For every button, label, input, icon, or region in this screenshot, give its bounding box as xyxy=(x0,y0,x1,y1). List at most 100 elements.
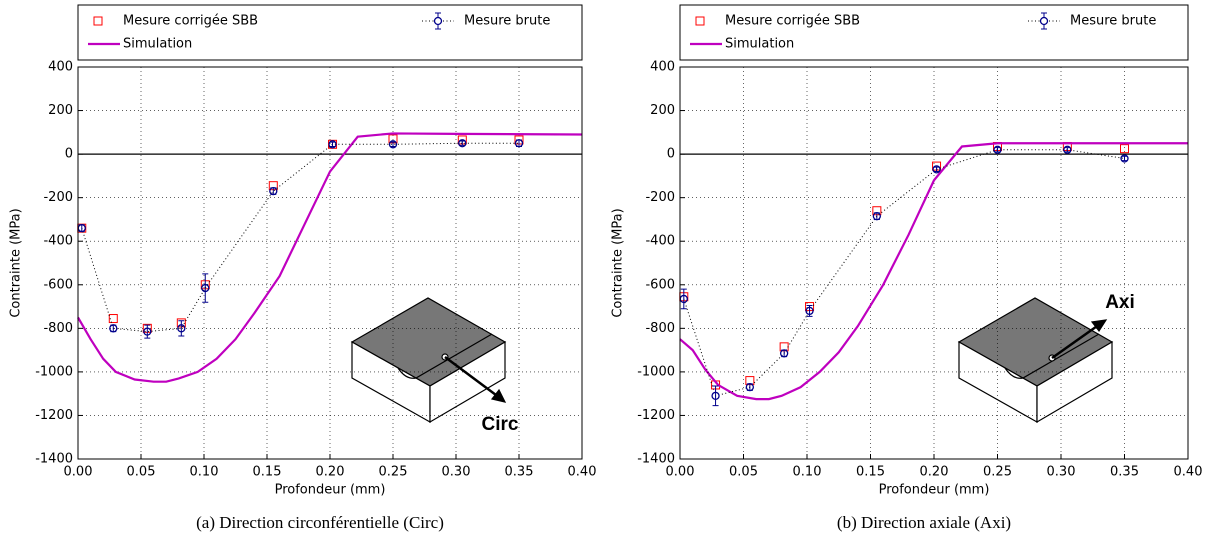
error-bar xyxy=(994,147,1001,153)
x-axis-label: Profondeur (mm) xyxy=(275,483,386,498)
marker xyxy=(1120,154,1129,163)
x-tick-label: 0.00 xyxy=(64,465,93,480)
series-line xyxy=(683,149,1125,397)
specimen-sketch xyxy=(957,297,1114,424)
series-line xyxy=(679,142,1188,401)
x-tick-label: 0.20 xyxy=(920,465,949,480)
x-tick-label: 0.25 xyxy=(983,465,1012,480)
marker xyxy=(1063,145,1072,154)
y-tick-label: 0 xyxy=(667,147,675,162)
legend-swatch xyxy=(1039,16,1049,26)
x-tick-label: 0.10 xyxy=(190,465,219,480)
marker xyxy=(805,306,814,316)
legend-label: Mesure corrigée SBB xyxy=(123,14,258,29)
chart: -1400 -1200 -1000 -800 -600 -400 -200 0 200 400 0.… xyxy=(611,4,1203,532)
y-tick-label: -800 xyxy=(645,321,675,336)
y-axis-label: Contrainte (MPa) xyxy=(9,208,24,317)
error-bar xyxy=(933,166,940,173)
x-tick-label: 0.30 xyxy=(442,465,471,480)
y-tick-label: -1000 xyxy=(35,364,73,379)
y-tick-label: -1400 xyxy=(35,452,73,467)
x-tick-label: 0.15 xyxy=(856,465,885,480)
y-tick-label: -200 xyxy=(645,190,675,205)
y-tick-label: -400 xyxy=(645,234,675,249)
error-bar xyxy=(202,273,209,303)
legend-label: Mesure corrigée SBB xyxy=(725,14,860,29)
x-tick-label: 0.05 xyxy=(127,465,156,480)
y-tick-label: 200 xyxy=(48,103,73,118)
x-tick-label: 0.20 xyxy=(316,465,345,480)
marker xyxy=(872,212,881,221)
x-tick-label: 0.35 xyxy=(1110,465,1139,480)
legend-box xyxy=(679,4,1189,61)
y-tick-label: -1200 xyxy=(35,408,73,423)
legend-label: Simulation xyxy=(725,37,794,52)
series-line xyxy=(77,132,583,383)
caption: (a) Direction circonférentielle (Circ) xyxy=(196,513,444,532)
y-tick-label: 400 xyxy=(48,60,73,75)
x-tick-label: 0.40 xyxy=(1174,465,1203,480)
error-bar xyxy=(459,140,466,146)
marker xyxy=(514,139,524,148)
x-tick-label: 0.00 xyxy=(666,465,695,480)
y-tick-label: -1400 xyxy=(637,452,675,467)
legend-box xyxy=(77,4,583,61)
plot-frame xyxy=(77,66,583,460)
x-tick-label: 0.30 xyxy=(1047,465,1076,480)
y-axis-label: Contrainte (MPa) xyxy=(611,208,626,317)
x-tick-label: 0.25 xyxy=(379,465,408,480)
marker xyxy=(201,283,210,293)
error-bar xyxy=(390,141,396,147)
annotation: Circ xyxy=(482,414,519,435)
marker xyxy=(177,324,186,333)
plot-frame xyxy=(679,66,1189,460)
y-tick-label: 200 xyxy=(650,103,675,118)
specimen-sketch xyxy=(350,297,507,424)
marker xyxy=(932,165,941,174)
legend-label: Mesure brute xyxy=(464,14,550,29)
error-bar xyxy=(1121,155,1128,162)
x-tick-label: 0.40 xyxy=(568,465,597,480)
annotation: Axi xyxy=(1105,292,1135,313)
marker xyxy=(269,186,278,196)
series-line xyxy=(81,142,519,333)
x-tick-label: 0.05 xyxy=(729,465,758,480)
marker xyxy=(779,349,789,358)
x-tick-label: 0.15 xyxy=(253,465,282,480)
error-bar xyxy=(178,320,185,337)
error-bar xyxy=(1064,147,1071,153)
marker xyxy=(745,382,754,392)
y-tick-label: -1000 xyxy=(637,364,675,379)
error-bar xyxy=(712,385,719,407)
marker xyxy=(993,145,1002,154)
caption: (b) Direction axiale (Axi) xyxy=(837,513,1011,532)
y-tick-label: 0 xyxy=(65,147,73,162)
marker xyxy=(388,140,398,149)
y-tick-label: -400 xyxy=(43,234,73,249)
marker xyxy=(711,391,720,400)
legend-swatch xyxy=(93,16,103,26)
chart: -1400 -1200 -1000 -800 -600 -400 -200 0 200 400 0.… xyxy=(9,4,597,532)
error-bar xyxy=(144,324,151,339)
error-bar xyxy=(680,288,687,310)
marker xyxy=(328,140,337,149)
marker xyxy=(109,324,118,333)
marker xyxy=(1120,144,1129,154)
marker xyxy=(143,327,152,336)
y-tick-label: 400 xyxy=(650,60,675,75)
x-tick-label: 0.35 xyxy=(505,465,534,480)
x-tick-label: 0.10 xyxy=(793,465,822,480)
marker xyxy=(458,139,467,148)
error-bar xyxy=(329,141,336,147)
y-tick-label: -1200 xyxy=(637,408,675,423)
legend-swatch xyxy=(695,16,705,26)
legend-label: Mesure brute xyxy=(1070,14,1156,29)
legend-label: Simulation xyxy=(123,37,192,52)
y-tick-label: -800 xyxy=(43,321,73,336)
x-axis-label: Profondeur (mm) xyxy=(879,483,990,498)
marker xyxy=(108,314,118,324)
y-tick-label: -600 xyxy=(43,277,73,292)
y-tick-label: -200 xyxy=(43,190,73,205)
y-tick-label: -600 xyxy=(645,277,675,292)
